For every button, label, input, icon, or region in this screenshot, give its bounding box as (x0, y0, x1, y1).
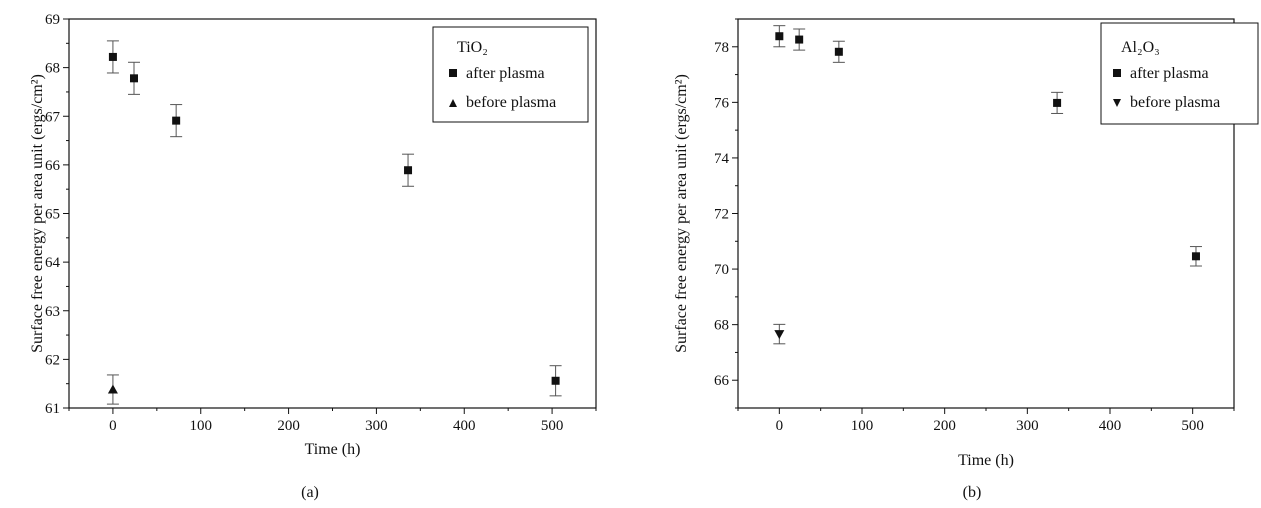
y-tick-label: 66 (45, 158, 61, 174)
y-tick-label: 61 (45, 401, 60, 417)
data-point-square (129, 74, 138, 83)
data-point-triangle-up (107, 384, 118, 394)
legend-marker-square-a (449, 69, 457, 77)
y-tick-label: 68 (714, 318, 729, 334)
x-tick-label: 300 (1016, 418, 1039, 434)
data-point-square (404, 166, 413, 175)
data-point-square (1191, 252, 1200, 261)
y-tick-label: 74 (714, 151, 730, 167)
data-point-square (1053, 98, 1062, 107)
x-tick-label: 0 (109, 418, 117, 434)
y-axis-label-a: Surface free energy per area unit (ergs/… (29, 74, 46, 353)
y-tick-label: 72 (714, 207, 729, 223)
panel-label-b: (b) (963, 484, 982, 501)
x-axis-label-a: Time (h) (305, 441, 361, 458)
x-tick-label: 100 (851, 418, 874, 434)
data-point-square (108, 52, 117, 61)
chart-panel-b: 0 100 200 300 400 500 66 68 70 72 74 76 78 Surface f… (673, 18, 1259, 501)
legend-title-b: Al₂O₃ (1121, 39, 1160, 56)
legend-label-after-plasma-b: after plasma (1130, 65, 1209, 82)
legend-a: TiO₂ after plasma before plasma (432, 26, 589, 123)
data-points-a (106, 40, 562, 405)
legend-marker-triangle-down-b (1113, 99, 1121, 107)
y-tick-label: 63 (45, 304, 60, 320)
y-axis-label-b: Surface free energy per area unit (ergs/… (673, 74, 690, 353)
legend-b: Al₂O₃ after plasma before plasma (1100, 22, 1259, 125)
x-tick-label: 300 (365, 418, 388, 434)
x-tick-label: 0 (776, 418, 784, 434)
y-tick-label: 66 (714, 373, 730, 389)
x-tick-label: 500 (541, 418, 564, 434)
axis-ticks-a: 0 100 200 300 400 500 61 62 63 64 65 66 67 68 69 (45, 12, 597, 434)
data-point-square (172, 116, 181, 125)
x-tick-label: 400 (1099, 418, 1122, 434)
y-tick-label: 70 (714, 262, 729, 278)
legend-box-a (432, 26, 589, 123)
legend-marker-triangle-a (449, 99, 457, 107)
x-tick-label: 400 (453, 418, 476, 434)
x-tick-label: 200 (933, 418, 956, 434)
x-tick-label: 200 (277, 418, 300, 434)
data-points-b (773, 25, 1202, 345)
data-point-square (795, 35, 804, 44)
x-tick-label: 500 (1181, 418, 1204, 434)
data-point-triangle-down (774, 330, 785, 340)
legend-label-before-plasma-b: before plasma (1130, 94, 1220, 111)
data-point-square (551, 376, 560, 385)
chart-panel-a: 0 100 200 300 400 500 61 62 63 64 65 66 67 68 69 Surfa… (29, 12, 597, 501)
axis-ticks-b: 0 100 200 300 400 500 66 68 70 72 74 76 78 (714, 18, 1235, 434)
data-point-square (834, 47, 843, 56)
y-tick-label: 65 (45, 207, 60, 223)
y-tick-label: 64 (45, 255, 61, 271)
x-axis-label-b: Time (h) (958, 452, 1014, 469)
panel-label-a: (a) (301, 484, 319, 501)
x-tick-label: 100 (190, 418, 213, 434)
legend-label-before-plasma-a: before plasma (466, 94, 556, 111)
legend-marker-square-b (1113, 69, 1121, 77)
y-tick-label: 69 (45, 12, 60, 28)
y-tick-label: 67 (45, 109, 61, 125)
y-tick-label: 62 (45, 352, 60, 368)
y-tick-label: 78 (714, 40, 729, 56)
y-tick-label: 76 (714, 95, 730, 111)
legend-box-b (1100, 22, 1259, 125)
legend-title-a: TiO₂ (457, 39, 488, 56)
legend-label-after-plasma-a: after plasma (466, 65, 545, 82)
data-point-square (775, 32, 784, 41)
y-tick-label: 68 (45, 61, 60, 77)
